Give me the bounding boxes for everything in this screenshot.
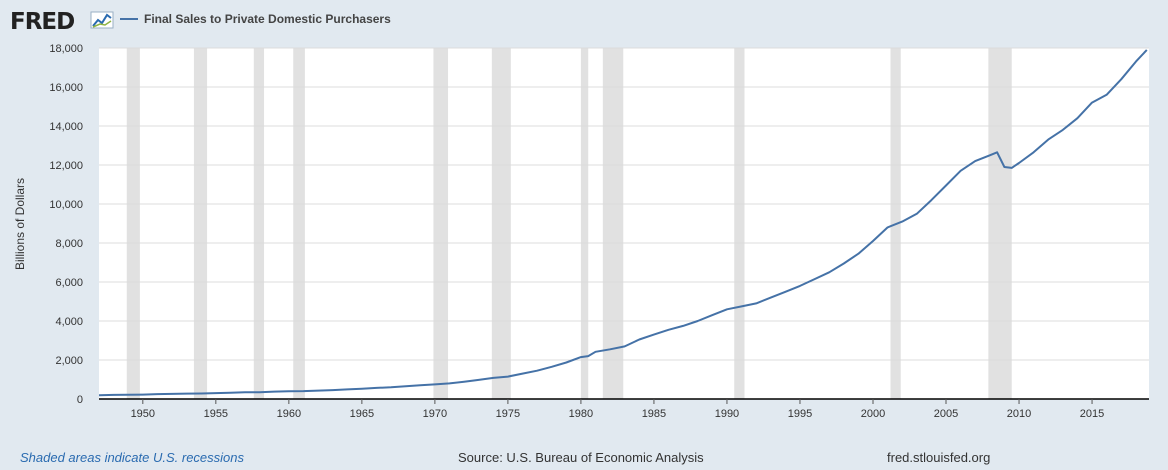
recession-band xyxy=(193,48,208,399)
recession-band xyxy=(988,48,1012,399)
series-line[interactable] xyxy=(98,49,1148,397)
y-axis-title: Billions of Dollars xyxy=(13,178,27,270)
x-tick-label: 2015 xyxy=(1080,408,1104,420)
fred-logo-text: FRED xyxy=(10,9,74,35)
recession-band xyxy=(734,48,745,399)
x-tick-label: 1980 xyxy=(569,408,593,420)
recession-band xyxy=(602,48,624,399)
y-tick-label: 10,000 xyxy=(49,199,83,211)
recession-band xyxy=(580,48,589,399)
x-tick-label: 1970 xyxy=(423,408,447,420)
legend[interactable]: Final Sales to Private Domestic Purchase… xyxy=(120,12,391,26)
series-layer xyxy=(98,49,1148,397)
x-tick-label: 1960 xyxy=(277,408,301,420)
legend-label: Final Sales to Private Domestic Purchase… xyxy=(144,12,391,26)
x-tick-label: 2005 xyxy=(934,408,958,420)
x-tick-label: 1990 xyxy=(715,408,739,420)
x-tick-label: 1955 xyxy=(204,408,228,420)
y-tick-label: 6,000 xyxy=(55,277,83,289)
grid-lines xyxy=(99,47,1149,361)
recession-band xyxy=(126,48,140,399)
y-tick-label: 2,000 xyxy=(55,355,83,367)
y-tick-label: 8,000 xyxy=(55,238,83,250)
site-url-link[interactable]: fred.stlouisfed.org xyxy=(887,450,991,465)
x-tick-label: 2000 xyxy=(861,408,885,420)
x-tick-label: 1995 xyxy=(788,408,812,420)
x-tick-label: 1975 xyxy=(496,408,520,420)
x-tick-label: 1985 xyxy=(642,408,666,420)
y-tick-label: 18,000 xyxy=(49,43,83,55)
x-tick-label: 1950 xyxy=(131,408,155,420)
plot-area xyxy=(99,48,1149,399)
y-tick-label: 14,000 xyxy=(49,121,83,133)
fred-logo[interactable]: FRED xyxy=(10,9,114,35)
y-tick-label: 16,000 xyxy=(49,82,83,94)
x-tick-label: 2010 xyxy=(1007,408,1031,420)
recession-band xyxy=(433,48,449,399)
recession-note: Shaded areas indicate U.S. recessions xyxy=(20,450,245,465)
recession-band xyxy=(293,48,305,399)
recession-band xyxy=(491,48,511,399)
x-tick-label: 1965 xyxy=(350,408,374,420)
y-tick-label: 0 xyxy=(77,394,83,406)
recession-band xyxy=(253,48,265,399)
fred-logo-graph-icon xyxy=(90,11,114,29)
y-tick-label: 4,000 xyxy=(55,316,83,328)
source-text: Source: U.S. Bureau of Economic Analysis xyxy=(458,450,704,465)
x-axis-ticks: 1950 1955 1960 1965 1970 1975 1980 1985 1990 1995… xyxy=(131,399,1104,420)
y-axis-ticks: 0 2,000 4,000 6,000 8,000 10,000 12,000 14,000 1… xyxy=(49,43,83,406)
recession-bands xyxy=(126,48,1012,399)
y-tick-label: 12,000 xyxy=(49,160,83,172)
